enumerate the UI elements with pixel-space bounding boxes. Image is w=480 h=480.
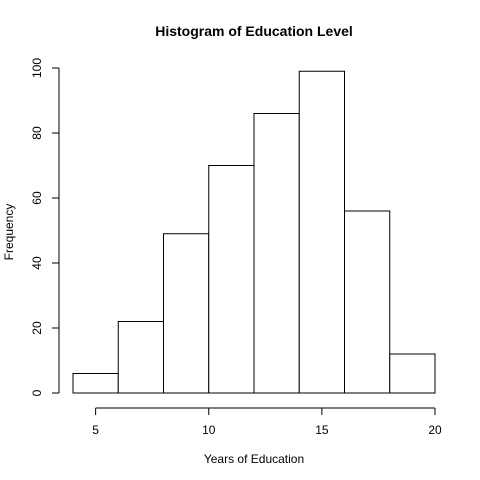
chart-title: Histogram of Education Level	[155, 23, 353, 39]
y-axis: 0 20 40 60 80 100	[30, 58, 60, 396]
x-axis: 5 10 15 20	[92, 407, 442, 437]
histogram-bar	[117, 321, 164, 394]
y-tick-label: 100	[30, 58, 44, 78]
y-tick-label: 40	[30, 256, 44, 270]
x-axis-label: Years of Education	[204, 452, 304, 466]
histogram-bar	[298, 70, 345, 394]
y-axis-label: Frequency	[2, 204, 16, 261]
histogram-bar	[344, 210, 391, 394]
x-tick-label: 15	[315, 423, 329, 437]
histogram-bar	[208, 165, 255, 394]
y-tick-label: 0	[30, 389, 44, 396]
x-tick-label: 5	[92, 423, 99, 437]
bars-group	[72, 70, 436, 394]
y-tick-label: 20	[30, 321, 44, 335]
histogram-bar	[72, 373, 119, 394]
histogram-bar	[389, 353, 436, 394]
y-tick-label: 60	[30, 191, 44, 205]
histogram-bar	[253, 113, 300, 394]
x-tick-label: 20	[428, 423, 442, 437]
y-tick-label: 80	[30, 126, 44, 140]
x-tick-label: 10	[202, 423, 216, 437]
histogram-bar	[163, 233, 210, 394]
